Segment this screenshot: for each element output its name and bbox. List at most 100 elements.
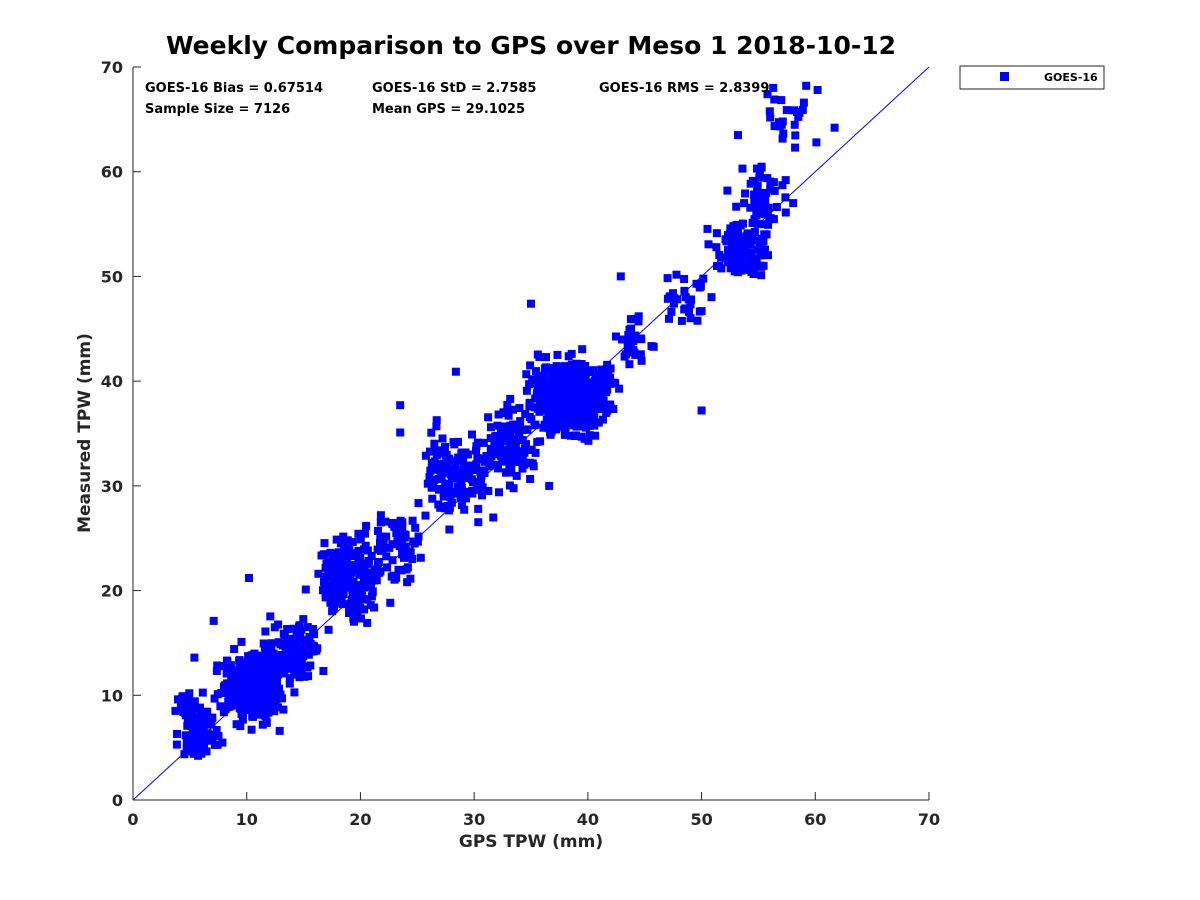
data-point — [765, 215, 774, 224]
data-point — [554, 394, 563, 403]
data-point — [398, 523, 407, 532]
data-point — [585, 431, 594, 440]
data-point — [782, 106, 791, 115]
data-point — [390, 574, 399, 583]
data-point — [310, 642, 318, 651]
data-point — [781, 176, 790, 185]
data-point — [697, 406, 706, 415]
data-point — [189, 749, 198, 758]
data-point — [812, 138, 821, 147]
data-point — [457, 457, 466, 465]
data-point — [304, 650, 313, 659]
data-point — [624, 343, 633, 352]
data-point — [363, 595, 372, 604]
plot-area — [132, 66, 930, 801]
data-point — [217, 689, 226, 697]
data-point — [536, 400, 545, 409]
data-point — [183, 709, 192, 718]
data-point — [185, 743, 194, 751]
data-point — [451, 367, 460, 376]
data-point — [354, 546, 363, 555]
data-point — [366, 580, 375, 589]
data-point — [214, 732, 223, 741]
data-point — [270, 707, 279, 716]
data-point — [314, 569, 323, 578]
data-point — [732, 202, 741, 211]
data-point — [627, 324, 636, 333]
data-point — [743, 229, 752, 238]
data-point — [727, 246, 736, 255]
data-point — [365, 556, 373, 565]
data-point — [272, 652, 281, 661]
data-point — [724, 258, 732, 267]
data-point — [421, 451, 430, 460]
data-point — [360, 605, 369, 614]
data-point — [723, 186, 732, 195]
y-tick-label: 10 — [101, 686, 123, 705]
data-point — [606, 379, 615, 388]
data-point — [247, 725, 256, 734]
data-point — [704, 240, 713, 249]
data-point — [574, 412, 583, 421]
data-point — [634, 312, 643, 321]
data-point — [514, 429, 523, 438]
data-point — [351, 551, 360, 560]
data-point — [426, 447, 434, 456]
data-point — [270, 670, 279, 679]
data-point — [555, 421, 564, 430]
data-point — [276, 690, 285, 699]
data-point — [746, 240, 755, 249]
data-point — [416, 553, 425, 562]
data-point — [472, 460, 481, 469]
data-point — [334, 548, 343, 557]
data-point — [252, 703, 261, 712]
data-point — [561, 422, 570, 431]
data-point — [345, 549, 354, 558]
data-point — [778, 181, 787, 190]
data-point — [741, 189, 750, 198]
data-point — [570, 392, 578, 401]
data-point — [223, 687, 232, 696]
data-point — [360, 566, 369, 575]
data-point — [728, 239, 737, 248]
data-point — [578, 345, 587, 354]
data-point — [737, 250, 746, 259]
data-point — [746, 203, 755, 212]
data-point — [300, 672, 309, 681]
data-point — [636, 350, 645, 359]
data-point — [663, 274, 672, 283]
data-point — [830, 123, 839, 132]
data-point — [336, 539, 345, 548]
data-point — [606, 373, 615, 382]
data-point — [262, 717, 271, 726]
data-point — [707, 293, 716, 302]
data-point — [171, 706, 180, 715]
data-point — [473, 438, 482, 447]
data-point — [367, 592, 376, 601]
data-point — [312, 646, 321, 655]
data-point — [355, 561, 363, 570]
data-point — [449, 474, 458, 483]
data-point — [261, 627, 270, 636]
data-point — [515, 404, 524, 412]
data-point — [765, 107, 774, 116]
data-point — [759, 237, 768, 246]
data-point — [510, 437, 519, 446]
data-point — [260, 711, 269, 720]
data-point — [194, 751, 203, 760]
data-point — [482, 452, 491, 460]
data-point — [486, 434, 495, 443]
data-point — [275, 726, 284, 735]
data-point — [463, 489, 472, 498]
data-point — [325, 572, 334, 581]
data-point — [250, 689, 259, 698]
data-point — [509, 405, 517, 414]
data-point — [293, 628, 302, 637]
data-point — [468, 430, 476, 439]
data-point — [274, 684, 283, 693]
data-point — [503, 447, 512, 456]
data-point — [592, 392, 601, 401]
data-point — [381, 517, 390, 526]
data-point — [764, 251, 772, 260]
data-point — [196, 722, 205, 730]
